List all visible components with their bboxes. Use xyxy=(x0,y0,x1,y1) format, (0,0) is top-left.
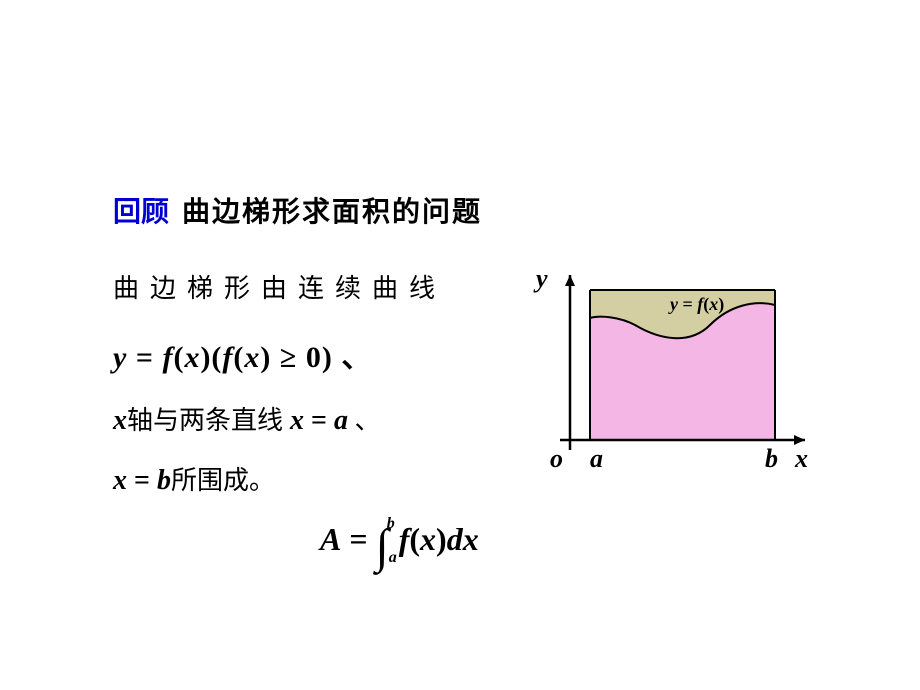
y-arrow xyxy=(565,275,575,286)
sep1: 、 xyxy=(333,341,373,374)
eq-a: = xyxy=(304,405,334,436)
cl-x: x xyxy=(709,294,718,314)
title-row: 回顾 曲边梯形求面积的问题 xyxy=(113,190,482,230)
f-lower: a xyxy=(389,549,397,566)
sym-y: y xyxy=(113,341,127,374)
fpR: ) xyxy=(436,521,447,557)
integral-formula: A = ∫abf(x)dx xyxy=(320,515,479,567)
eq-b: = xyxy=(127,465,157,496)
slide: 回顾 曲边梯形求面积的问题 曲边梯形由连续曲线 y = f(x)(f(x) ≥ … xyxy=(0,0,920,690)
y-label: y xyxy=(536,264,548,294)
sym-x3: x xyxy=(113,405,127,436)
sym-zero: 0) xyxy=(306,341,333,374)
int-sign: ∫ xyxy=(376,528,389,566)
txt-axis: 轴与两条直线 xyxy=(127,406,283,435)
txt-enclose: 所围成。 xyxy=(171,466,275,495)
sym-f1: f xyxy=(162,341,173,374)
body-line1: 曲边梯形由连续曲线 xyxy=(113,268,513,305)
curve-label: y = f(x) xyxy=(670,294,724,315)
sym-eq: = xyxy=(127,341,162,374)
paren3: ( xyxy=(233,341,244,374)
f-upper: b xyxy=(387,515,395,532)
sym-x2: x xyxy=(244,341,260,374)
a-label: a xyxy=(590,444,603,474)
feq: = xyxy=(341,521,375,557)
cl-y: y xyxy=(670,294,678,314)
title-main: 曲边梯形求面积的问题 xyxy=(182,197,482,228)
sep2: 、 xyxy=(348,406,381,435)
fpL: ( xyxy=(409,521,420,557)
paren1: ( xyxy=(173,341,184,374)
cl-eq: = xyxy=(678,294,697,314)
x-label: x xyxy=(795,444,808,474)
title-prefix: 回顾 xyxy=(113,197,169,228)
sym-ge: ≥ xyxy=(271,341,305,374)
o-label: o xyxy=(550,444,563,474)
sym-xa: x xyxy=(283,405,304,436)
sym-x1: x xyxy=(184,341,200,374)
cl-p2: ) xyxy=(718,294,724,314)
fdx: dx xyxy=(447,521,479,557)
body-line4: x = b所围成。 xyxy=(113,460,513,497)
curve-diagram: y o a b x y = f(x) xyxy=(540,270,820,490)
fA: A xyxy=(320,521,341,557)
sym-xb: x xyxy=(113,465,127,496)
b-label: b xyxy=(765,444,778,474)
sym-a: a xyxy=(334,405,348,436)
body-line3: x轴与两条直线 x = a 、 xyxy=(113,400,513,437)
ff: f xyxy=(399,521,410,557)
fx: x xyxy=(420,521,436,557)
paren2: )( xyxy=(200,341,222,374)
body-line2: y = f(x)(f(x) ≥ 0) 、 xyxy=(113,332,513,376)
sym-b: b xyxy=(157,465,171,496)
paren4: ) xyxy=(260,341,271,374)
sym-f2: f xyxy=(222,341,233,374)
